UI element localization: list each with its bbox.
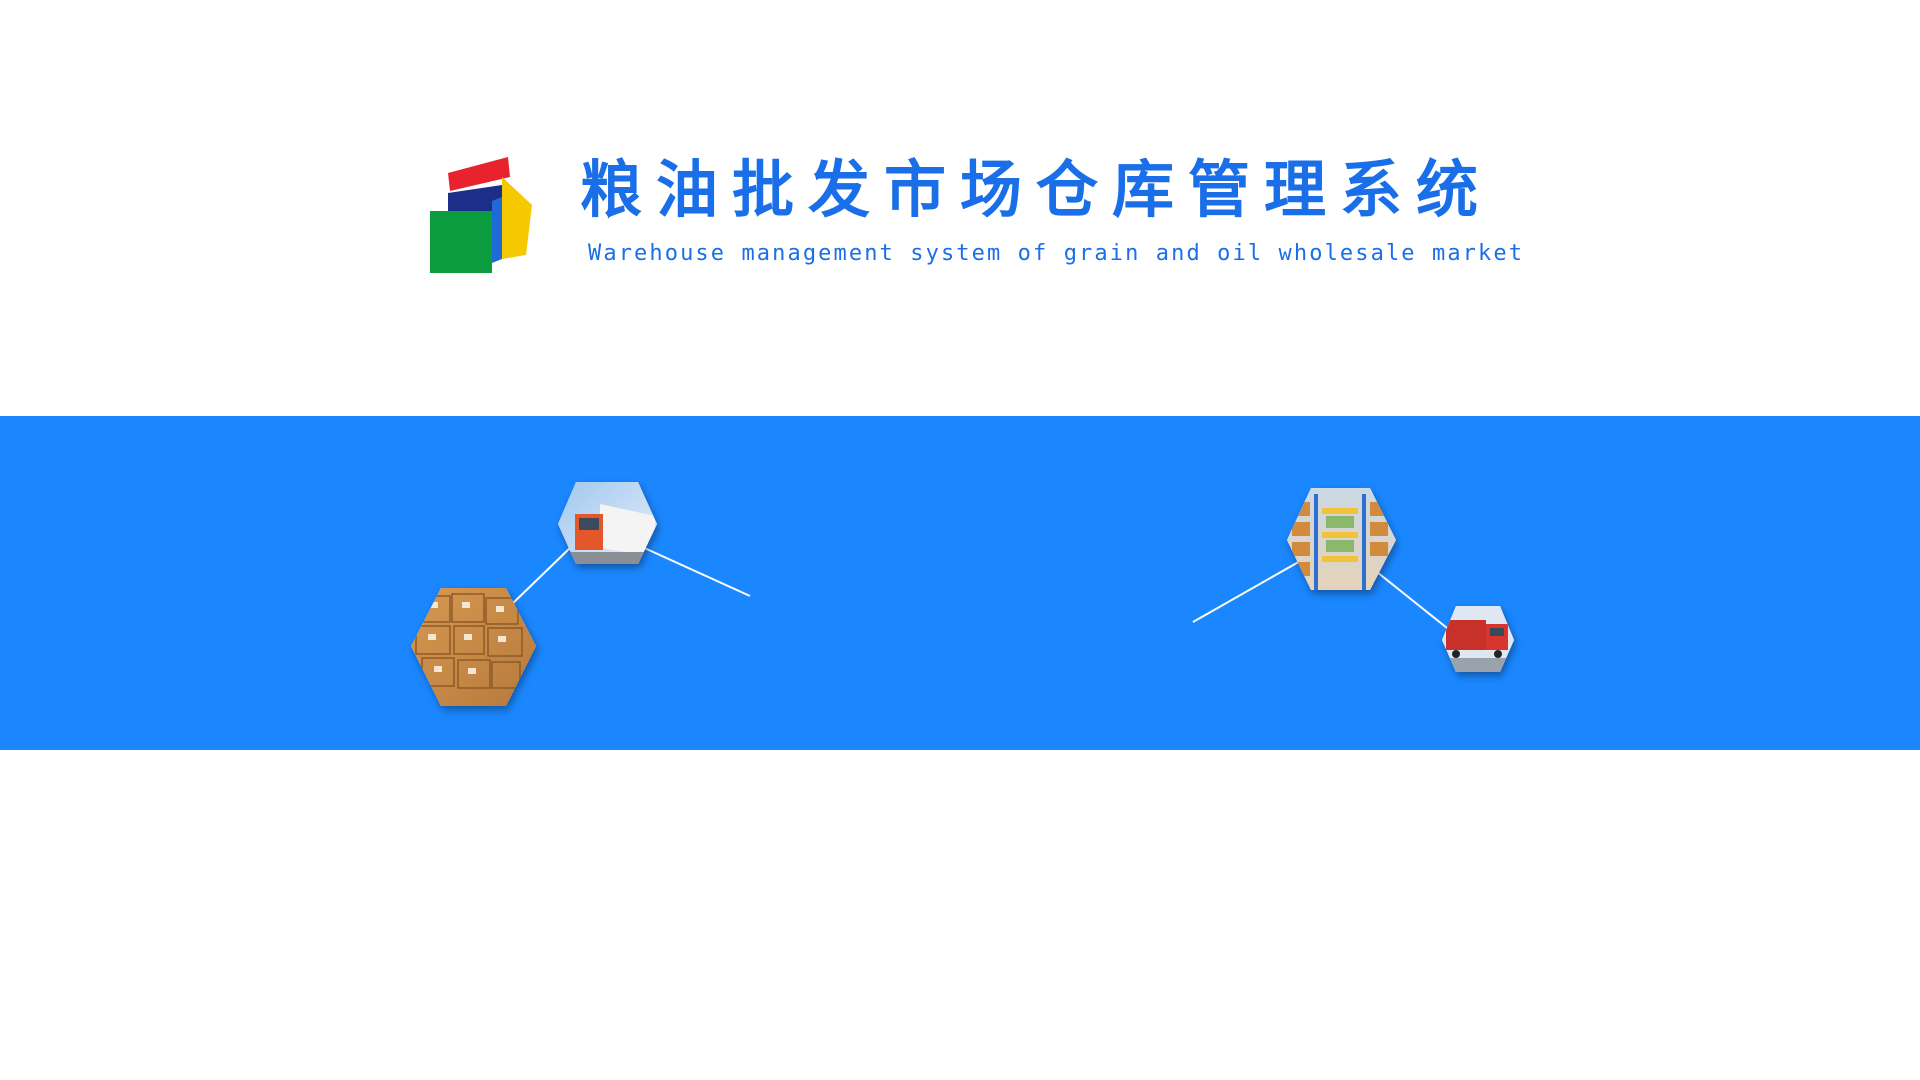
connector-line: [1192, 559, 1303, 623]
app-subtitle: Warehouse management system of grain and…: [588, 241, 1525, 266]
logo-icon: [430, 157, 532, 273]
app-header: 粮油批发市场仓库管理系统 Warehouse management system…: [430, 153, 1522, 285]
connector-line: [1376, 571, 1453, 633]
connector-line: [639, 545, 751, 597]
hero-band: [0, 416, 1920, 750]
decoration-graphics: [411, 482, 1514, 706]
cardboard-boxes-photo: [411, 588, 536, 706]
app-title: 粮油批发市场仓库管理系统: [580, 153, 1493, 226]
red-truck-photo: [1442, 606, 1514, 672]
delivery-truck-photo: [558, 482, 657, 564]
connector-line: [509, 545, 573, 607]
